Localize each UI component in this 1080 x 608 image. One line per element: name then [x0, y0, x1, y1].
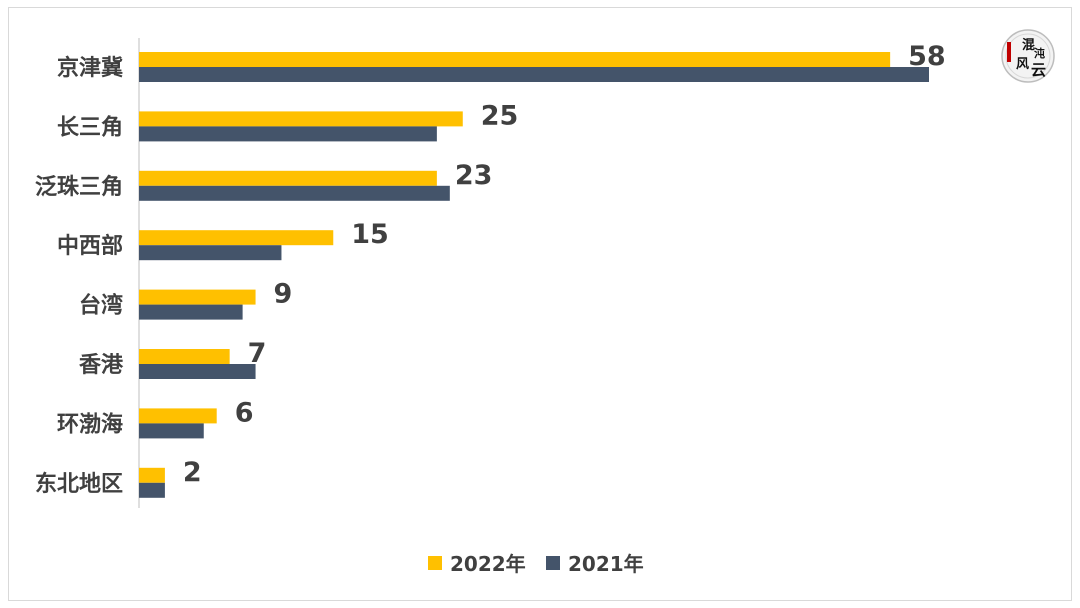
data-label: 6 — [235, 397, 254, 428]
legend-swatch-2021 — [546, 556, 560, 570]
bar-2021 — [139, 245, 282, 261]
category-label: 泛珠三角 — [35, 174, 123, 200]
category-label: 中西部 — [57, 233, 123, 259]
data-label: 58 — [908, 41, 946, 72]
bar-2021 — [139, 304, 243, 320]
category-label: 长三角 — [57, 114, 123, 140]
seal-logo-icon: 混 沌 风 云 — [1001, 29, 1055, 83]
svg-text:风: 风 — [1016, 57, 1029, 72]
bar-2021 — [139, 482, 165, 498]
data-label: 2 — [183, 457, 202, 488]
bar-2022 — [139, 111, 463, 127]
svg-text:混: 混 — [1022, 38, 1035, 53]
legend-swatch-2022 — [428, 556, 442, 570]
bar-2021 — [139, 423, 204, 439]
bars-layer — [139, 52, 929, 498]
category-label: 台湾 — [79, 293, 123, 319]
bar-2021 — [139, 126, 437, 142]
bar-2022 — [139, 467, 165, 483]
bar-2021 — [139, 67, 929, 82]
labels-layer: 京津冀 58 长三角 25 泛珠三角 23 中西部 15 台湾 9 香港 7 环渤海 6 东北地区 2 — [35, 41, 946, 497]
bar-2022 — [139, 349, 230, 364]
category-label: 东北地区 — [35, 471, 123, 497]
data-label: 15 — [351, 219, 389, 250]
bar-2021 — [139, 364, 256, 379]
bar-2021 — [139, 185, 450, 201]
bar-2022 — [139, 230, 334, 246]
data-label: 9 — [274, 279, 293, 310]
category-label: 香港 — [79, 353, 124, 378]
svg-text:沌: 沌 — [1034, 46, 1045, 60]
legend-label-2021: 2021年 — [568, 552, 644, 576]
bar-2022 — [139, 408, 217, 424]
data-label: 25 — [481, 100, 519, 131]
bar-2022 — [139, 170, 437, 186]
data-label: 23 — [455, 160, 493, 191]
legend: 2022年 2021年 — [428, 552, 644, 576]
legend-label-2022: 2022年 — [450, 552, 526, 576]
category-label: 环渤海 — [57, 411, 123, 437]
data-label: 7 — [248, 338, 267, 369]
svg-text:云: 云 — [1031, 61, 1046, 79]
category-label: 京津冀 — [57, 55, 123, 81]
bar-2022 — [139, 52, 891, 67]
bar-2022 — [139, 289, 256, 305]
